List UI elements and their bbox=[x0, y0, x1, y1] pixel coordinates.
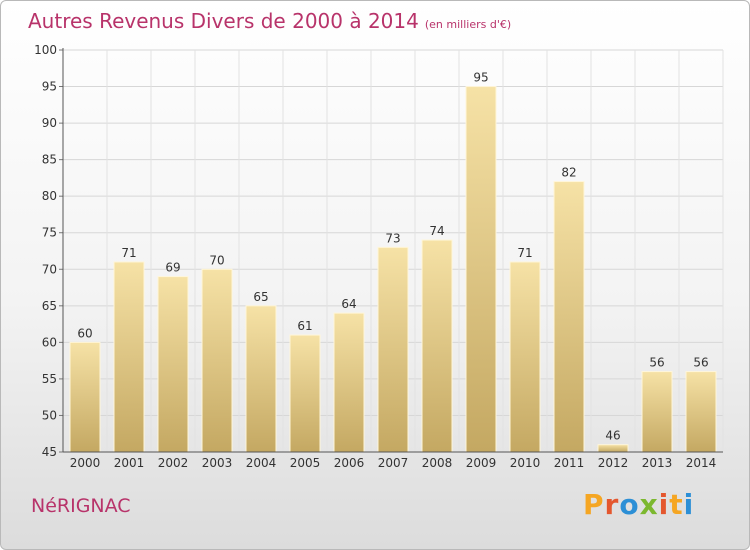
logo-letter: i bbox=[683, 488, 695, 521]
y-tick-label: 50 bbox=[42, 408, 57, 422]
data-label-2012: 46 bbox=[605, 429, 620, 443]
data-label-2007: 73 bbox=[385, 231, 400, 245]
data-label-2003: 70 bbox=[209, 253, 224, 267]
x-tick-label: 2010 bbox=[510, 456, 541, 470]
y-tick-label: 80 bbox=[42, 189, 57, 203]
x-tick-label: 2008 bbox=[422, 456, 453, 470]
data-label-2009: 95 bbox=[473, 71, 488, 85]
bar-2006 bbox=[333, 312, 365, 453]
data-label-2014: 56 bbox=[693, 356, 708, 370]
x-tick-label: 2011 bbox=[554, 456, 585, 470]
y-tick-label: 55 bbox=[42, 372, 57, 386]
chart-title-block: Autres Revenus Divers de 2000 à 2014 (en … bbox=[28, 9, 511, 33]
data-label-2001: 71 bbox=[121, 246, 136, 260]
bar-2008 bbox=[421, 239, 453, 453]
bar-2004 bbox=[245, 305, 277, 453]
x-tick-label: 2012 bbox=[598, 456, 629, 470]
bar-2010 bbox=[509, 261, 541, 453]
x-tick-label: 2004 bbox=[246, 456, 277, 470]
bar-2011 bbox=[553, 181, 585, 453]
proxiti-logo: Proxiti bbox=[583, 488, 694, 521]
bar-2013 bbox=[641, 371, 673, 453]
bar-2005 bbox=[289, 334, 321, 453]
bar-2012 bbox=[597, 444, 629, 453]
y-tick-label: 95 bbox=[42, 80, 57, 94]
bar-2001 bbox=[113, 261, 145, 453]
logo-letter: t bbox=[669, 488, 684, 521]
y-tick-label: 90 bbox=[42, 116, 57, 130]
y-tick-label: 60 bbox=[42, 335, 57, 349]
y-tick-label: 70 bbox=[42, 262, 57, 276]
data-label-2005: 61 bbox=[297, 319, 312, 333]
axes: 45 50 55 60 65 70 75 80 85 90 95 100 2000 2001 2002 200… bbox=[34, 43, 723, 470]
x-tick-label: 2000 bbox=[70, 456, 101, 470]
y-tick-label: 65 bbox=[42, 299, 57, 313]
data-label-2010: 71 bbox=[517, 246, 532, 260]
bar-2002 bbox=[157, 276, 189, 453]
x-tick-label: 2006 bbox=[334, 456, 365, 470]
data-label-2004: 65 bbox=[253, 290, 268, 304]
data-label-2002: 69 bbox=[165, 261, 180, 275]
data-label-2000: 60 bbox=[77, 326, 92, 340]
data-label-2006: 64 bbox=[341, 297, 356, 311]
data-label-2013: 56 bbox=[649, 356, 664, 370]
logo-letter: i bbox=[658, 488, 670, 521]
y-tick-label: 100 bbox=[34, 43, 57, 57]
bar-2014 bbox=[685, 371, 717, 453]
logo-letter: o bbox=[619, 488, 640, 521]
bar-2009 bbox=[465, 86, 497, 453]
chart-unit-note: (en milliers d'€) bbox=[424, 18, 512, 31]
bar-2003 bbox=[201, 268, 233, 453]
logo-letter: P bbox=[583, 488, 605, 521]
data-label-2011: 82 bbox=[561, 166, 576, 180]
x-tick-label: 2007 bbox=[378, 456, 409, 470]
data-label-2008: 74 bbox=[429, 224, 444, 238]
y-tick-label: 45 bbox=[42, 445, 57, 459]
x-tick-label: 2005 bbox=[290, 456, 321, 470]
logo-letter: r bbox=[604, 488, 620, 521]
y-tick-label: 75 bbox=[42, 226, 57, 240]
commune-name: NéRIGNAC bbox=[31, 495, 131, 517]
bars: 60 71 69 70 65 61 64 73 74 95 71 82 46 56 56 bbox=[69, 71, 717, 453]
bar-2007 bbox=[377, 246, 409, 453]
x-tick-label: 2001 bbox=[114, 456, 145, 470]
x-tick-label: 2003 bbox=[202, 456, 233, 470]
x-tick-label: 2014 bbox=[686, 456, 717, 470]
x-tick-label: 2002 bbox=[158, 456, 189, 470]
logo-letter: x bbox=[639, 488, 659, 521]
x-tick-label: 2009 bbox=[466, 456, 497, 470]
chart-title: Autres Revenus Divers de 2000 à 2014 bbox=[28, 9, 419, 33]
bar-2000 bbox=[69, 341, 101, 453]
y-tick-label: 85 bbox=[42, 153, 57, 167]
x-tick-label: 2013 bbox=[642, 456, 673, 470]
